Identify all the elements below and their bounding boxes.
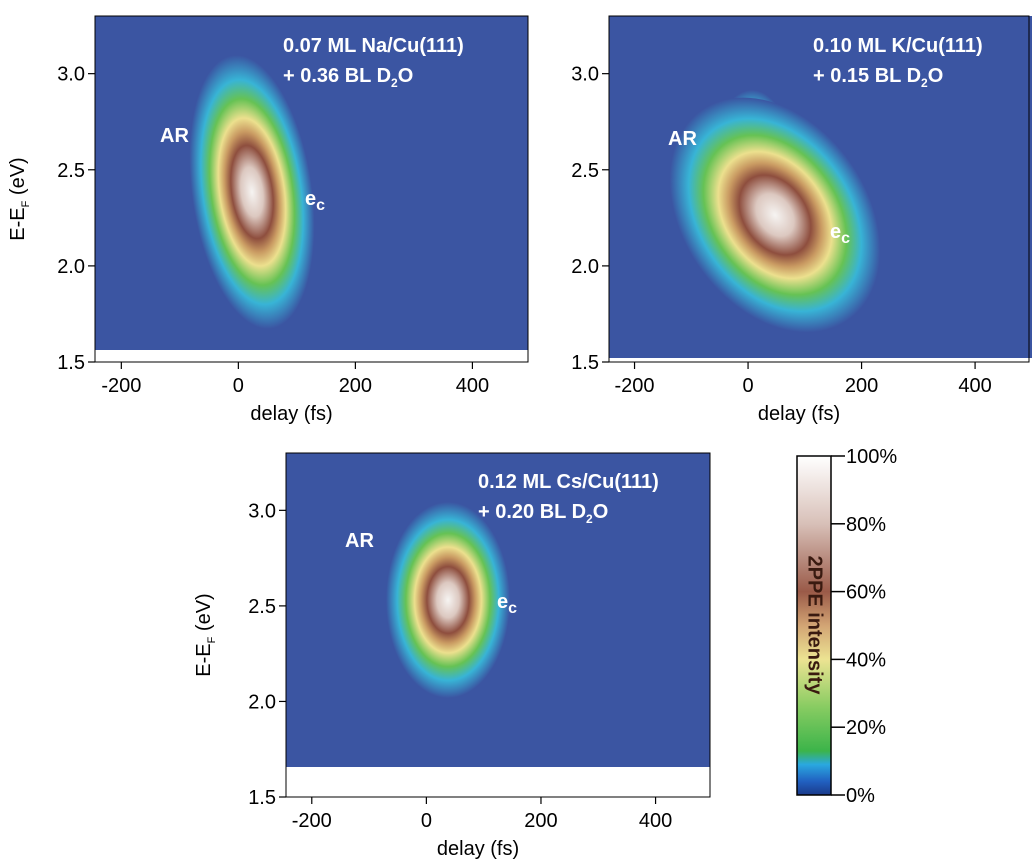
- annotation-rest: O: [593, 501, 609, 523]
- annotation-main: AR: [668, 128, 697, 150]
- annotation-main: e: [497, 591, 508, 613]
- annotation: + 0.20 BL D2O: [478, 501, 608, 526]
- y-axis-label-sub: F: [20, 200, 32, 207]
- annotation-main: 0.10 ML K/Cu(111): [813, 35, 983, 57]
- y-axis-label: E-EF (eV): [7, 157, 32, 240]
- annotation: AR: [160, 125, 189, 147]
- y-axis-label-main: E-E: [7, 207, 29, 240]
- colorbar-tick-label: 0%: [846, 785, 875, 807]
- y-tick-label: 2.0: [248, 691, 276, 713]
- annotation: AR: [345, 530, 374, 552]
- annotation-main: + 0.20 BL D: [478, 501, 586, 523]
- colorbar-label: 2PPE intensity: [804, 556, 826, 696]
- annotation: + 0.15 BL D2O: [813, 65, 943, 90]
- colorbar-tick-label: 40%: [846, 649, 886, 671]
- plot-frame: [285, 452, 711, 798]
- annotation: ec: [305, 188, 325, 214]
- x-axis-label: delay (fs): [250, 403, 332, 425]
- x-axis-label: delay (fs): [758, 403, 840, 425]
- colorbar-tick-label: 20%: [846, 717, 886, 739]
- annotation-main: AR: [160, 125, 189, 147]
- x-tick-label: 400: [958, 375, 991, 397]
- y-axis-label-rest: (eV): [193, 593, 215, 636]
- annotation-sub: c: [508, 600, 517, 617]
- y-tick-label: 3.0: [57, 64, 85, 86]
- annotation-main: e: [830, 221, 841, 243]
- x-tick-label: -200: [101, 375, 141, 397]
- x-tick-label: 0: [233, 375, 244, 397]
- annotation-sub: 2: [586, 512, 593, 526]
- y-tick-label: 3.0: [571, 64, 599, 86]
- x-axis-label: delay (fs): [437, 838, 519, 860]
- y-axis-label: E-EF (eV): [193, 593, 218, 676]
- annotation: 0.10 ML K/Cu(111): [813, 35, 983, 57]
- annotation-sub: 2: [391, 76, 398, 90]
- annotation-main: AR: [345, 530, 374, 552]
- y-axis-label-sub: F: [206, 636, 218, 643]
- x-tick-label: 400: [639, 810, 672, 832]
- annotation: AR: [668, 128, 697, 150]
- x-tick-label: 0: [421, 810, 432, 832]
- y-tick-label: 2.0: [57, 256, 85, 278]
- annotation: ec: [497, 591, 517, 617]
- plot-frame: [608, 15, 1030, 363]
- annotation: ec: [830, 221, 850, 247]
- annotation-sub: c: [841, 230, 850, 247]
- annotation-main: 0.12 ML Cs/Cu(111): [478, 471, 659, 493]
- x-tick-label: 0: [742, 375, 753, 397]
- annotation-main: 0.07 ML Na/Cu(111): [283, 35, 464, 57]
- y-tick-label: 1.5: [57, 352, 85, 374]
- colorbar-tick-label: 60%: [846, 582, 886, 604]
- y-axis-label-rest: (eV): [7, 157, 29, 200]
- heatmap-image: [286, 453, 710, 767]
- annotation-sub: 2: [921, 76, 928, 90]
- annotation-sub: c: [316, 197, 325, 214]
- x-tick-label: 200: [845, 375, 878, 397]
- colorbar-tick-label: 80%: [846, 514, 886, 536]
- y-tick-label: 2.0: [571, 256, 599, 278]
- plot-frame: [94, 15, 529, 363]
- colorbar-tick-label: 100%: [846, 446, 897, 468]
- annotation-rest: O: [398, 65, 414, 87]
- y-tick-label: 3.0: [248, 500, 276, 522]
- y-tick-label: 2.5: [571, 160, 599, 182]
- heatmap-image: [95, 16, 528, 350]
- colorbar: [796, 455, 832, 796]
- y-tick-label: 1.5: [248, 787, 276, 809]
- x-tick-label: 200: [339, 375, 372, 397]
- annotation: + 0.36 BL D2O: [283, 65, 413, 90]
- annotation: 0.07 ML Na/Cu(111): [283, 35, 464, 57]
- y-axis-label-main: E-E: [193, 643, 215, 676]
- annotation-main: + 0.36 BL D: [283, 65, 391, 87]
- annotation-main: + 0.15 BL D: [813, 65, 921, 87]
- y-tick-label: 1.5: [571, 352, 599, 374]
- annotation-main: e: [305, 188, 316, 210]
- annotation-rest: O: [928, 65, 944, 87]
- x-tick-label: -200: [292, 810, 332, 832]
- x-tick-label: -200: [615, 375, 655, 397]
- x-tick-label: 400: [456, 375, 489, 397]
- heatmap-image: [609, 16, 1032, 358]
- y-tick-label: 2.5: [248, 596, 276, 618]
- x-tick-label: 200: [524, 810, 557, 832]
- y-tick-label: 2.5: [57, 160, 85, 182]
- annotation: 0.12 ML Cs/Cu(111): [478, 471, 659, 493]
